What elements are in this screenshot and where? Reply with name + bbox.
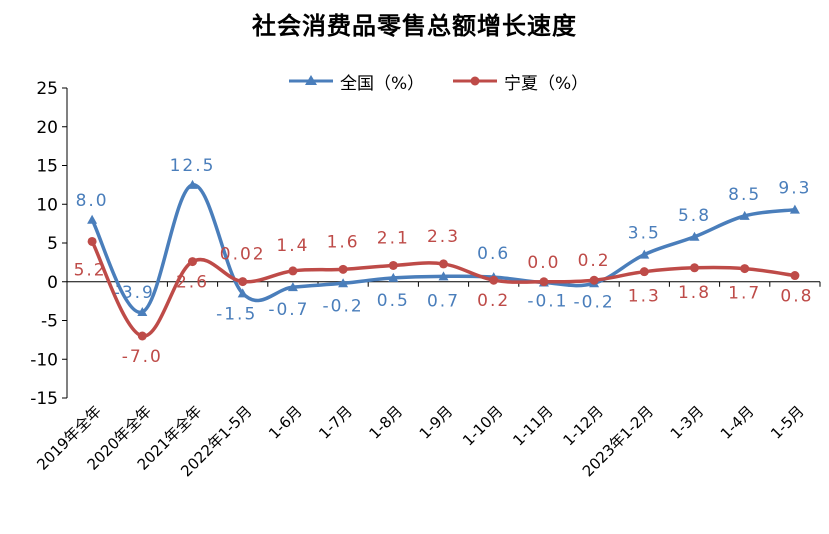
y-tick-label: 10 bbox=[36, 195, 58, 215]
series-0-point bbox=[388, 272, 399, 282]
series-0-point bbox=[237, 288, 248, 298]
y-tick-label: -15 bbox=[30, 389, 58, 409]
series-1-point bbox=[137, 331, 147, 341]
series-0-data-label: 0.5 bbox=[377, 291, 410, 311]
series-1-data-label: 1.7 bbox=[728, 284, 761, 304]
series-1-data-label: 0.2 bbox=[477, 291, 510, 311]
series-1-data-label: 0.0 bbox=[527, 253, 560, 273]
y-tick-label: 0 bbox=[47, 273, 58, 293]
chart-title: 社会消费品零售总额增长速度 bbox=[252, 12, 577, 40]
series-1-data-label: 5.2 bbox=[74, 260, 107, 280]
legend-marker-national bbox=[289, 75, 333, 85]
series-0-point bbox=[187, 179, 198, 189]
series-0-point bbox=[639, 249, 650, 259]
legend-marker-ningxia bbox=[453, 76, 497, 86]
series-1-data-label: 0.2 bbox=[578, 251, 611, 271]
series-0-data-label: 0.6 bbox=[477, 244, 510, 264]
series-1-point bbox=[589, 275, 599, 285]
series-0-point bbox=[789, 204, 800, 214]
series-0-point bbox=[87, 214, 98, 224]
series-0-point bbox=[438, 271, 449, 281]
series-0-data-label: -0.7 bbox=[268, 300, 309, 320]
series-0-data-label: -0.2 bbox=[323, 296, 364, 316]
x-tick-label: 1-10月 bbox=[459, 402, 506, 449]
series-1-point bbox=[790, 271, 800, 281]
x-tick-label: 1-7月 bbox=[315, 402, 356, 443]
legend-entry-national: 全国（%） bbox=[288, 66, 424, 96]
series-line-0 bbox=[90, 183, 797, 314]
series-0-data-label: 0.7 bbox=[427, 291, 460, 311]
y-tick-label: 20 bbox=[36, 118, 58, 138]
series-0-data-label: 3.5 bbox=[628, 224, 661, 244]
series-1-point bbox=[288, 266, 298, 276]
series-0-point bbox=[689, 231, 700, 241]
y-tick-label: -5 bbox=[41, 312, 58, 332]
series-1-data-label: 1.3 bbox=[628, 287, 661, 307]
series-1-data-label: 2.3 bbox=[427, 227, 460, 247]
series-0-point bbox=[287, 282, 298, 292]
legend-entry-ningxia: 宁夏（%） bbox=[452, 66, 588, 96]
series-1-point bbox=[489, 275, 499, 285]
series-1-data-label: 1.4 bbox=[276, 236, 309, 256]
series-0-data-label: 8.0 bbox=[76, 191, 109, 211]
y-tick-label: -10 bbox=[30, 350, 58, 370]
legend: 全国（%） 宁夏（%） bbox=[0, 66, 829, 96]
series-1-data-label: 0.02 bbox=[220, 245, 266, 265]
series-1-point bbox=[639, 267, 649, 277]
series-1-data-label: -7.0 bbox=[122, 347, 163, 367]
series-1-point bbox=[690, 263, 699, 273]
series-1-data-label: 2.6 bbox=[176, 273, 209, 293]
legend-label-ningxia: 宁夏（%） bbox=[504, 73, 589, 94]
series-0-data-label: 5.8 bbox=[678, 206, 711, 226]
y-tick-label: 15 bbox=[36, 157, 58, 177]
x-tick-label: 1-6月 bbox=[265, 402, 306, 443]
series-0-point bbox=[338, 278, 349, 288]
series-1-data-label: 1.6 bbox=[327, 232, 360, 252]
x-tick-label: 1-5月 bbox=[767, 402, 808, 443]
legend-label-national: 全国（%） bbox=[340, 73, 425, 94]
x-tick-label: 1-12月 bbox=[560, 402, 607, 449]
series-1-point bbox=[338, 264, 348, 274]
x-tick-label: 1-4月 bbox=[717, 402, 758, 443]
series-0-data-label: 12.5 bbox=[170, 156, 216, 176]
y-tick-label: 5 bbox=[47, 234, 58, 254]
series-0-data-label: -0.2 bbox=[574, 292, 615, 312]
y-tick-label: 25 bbox=[36, 79, 58, 99]
series-0-data-label: 8.5 bbox=[728, 185, 761, 205]
series-1-point bbox=[87, 236, 97, 246]
series-1-point bbox=[439, 259, 448, 269]
series-0-data-label: -1.5 bbox=[216, 304, 257, 324]
x-tick-label: 1-9月 bbox=[416, 402, 457, 443]
series-1-data-label: 2.1 bbox=[377, 228, 410, 248]
series-0-data-label: -0.1 bbox=[527, 292, 568, 312]
series-1-point bbox=[539, 277, 549, 287]
series-1-point bbox=[740, 264, 750, 274]
series-0-point bbox=[137, 306, 148, 316]
series-0-data-label: 9.3 bbox=[778, 179, 811, 199]
x-tick-label: 1-3月 bbox=[667, 402, 708, 443]
series-1-point bbox=[188, 257, 197, 267]
series-1-point bbox=[238, 277, 248, 287]
series-1-data-label: 0.8 bbox=[780, 287, 813, 307]
series-1-point bbox=[388, 260, 398, 270]
x-tick-label: 1-8月 bbox=[365, 402, 406, 443]
x-tick-label: 1-11月 bbox=[509, 402, 556, 449]
series-0-data-label: -3.9 bbox=[114, 283, 155, 303]
series-0-point bbox=[739, 210, 750, 220]
series-1-data-label: 1.8 bbox=[678, 283, 711, 303]
